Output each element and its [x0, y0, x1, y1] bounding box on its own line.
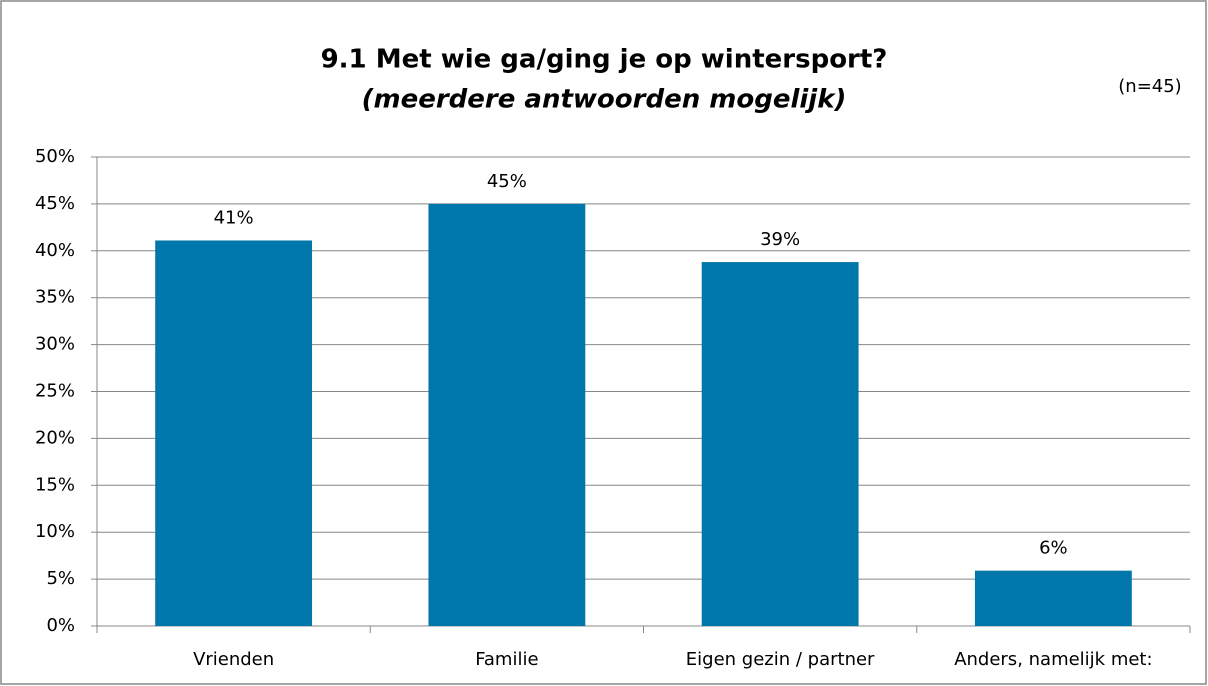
- y-tick-label: 20%: [35, 427, 75, 448]
- data-label: 41%: [214, 207, 254, 228]
- bar: [155, 240, 313, 626]
- y-tick-label: 10%: [35, 521, 75, 542]
- bar: [974, 570, 1132, 626]
- y-tick-label: 40%: [35, 240, 75, 261]
- y-tick-label: 30%: [35, 334, 75, 355]
- y-tick-label: 35%: [35, 287, 75, 308]
- x-tick-label: Vrienden: [193, 649, 274, 670]
- x-tick-label: Anders, namelijk met:: [954, 649, 1152, 670]
- x-tick-label: Familie: [475, 649, 538, 670]
- data-label: 39%: [760, 229, 800, 250]
- y-tick-label: 0%: [46, 615, 75, 636]
- annotation: (n=45): [1118, 76, 1181, 97]
- chart-subtitle: (meerdere antwoorden mogelijk): [362, 85, 847, 115]
- y-tick-label: 15%: [35, 474, 75, 495]
- bar: [701, 262, 859, 626]
- data-label: 6%: [1039, 538, 1068, 559]
- y-tick-label: 25%: [35, 381, 75, 402]
- y-tick-label: 50%: [35, 146, 75, 167]
- y-tick-label: 5%: [46, 568, 75, 589]
- data-label: 45%: [487, 171, 527, 192]
- y-tick-label: 45%: [35, 193, 75, 214]
- bar: [428, 203, 586, 626]
- x-tick-label: Eigen gezin / partner: [686, 649, 875, 670]
- chart-title: 9.1 Met wie ga/ging je op wintersport?: [321, 45, 888, 75]
